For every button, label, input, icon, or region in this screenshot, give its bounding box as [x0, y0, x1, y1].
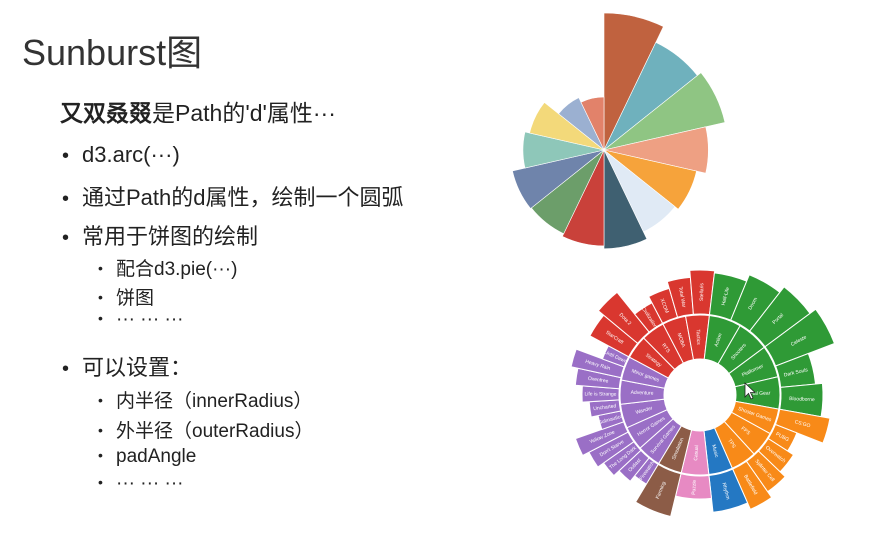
- bullet-dot-icon: •: [98, 447, 103, 463]
- bullet-dot-icon: •: [98, 474, 103, 490]
- slide-subtitle: 又双叒叕是Path的'd'属性···: [60, 94, 336, 128]
- subbullet-pad-angle: • padAngle: [98, 446, 197, 467]
- sunburst-outer-label: Doom: [747, 297, 759, 312]
- sunburst-outer-label: Uncharted: [593, 403, 617, 412]
- sunburst-outer-label: Dark Souls: [783, 367, 809, 379]
- sunburst-outer-label: PUBG: [775, 431, 790, 443]
- sunburst-inner-segment: [658, 425, 693, 474]
- sunburst-inner-label: Wander: [635, 405, 654, 415]
- sunburst-outer-segment: [634, 463, 682, 518]
- sunburst-center-hole: [665, 360, 735, 430]
- rose-slice: [529, 102, 605, 151]
- bullet-dot-icon: •: [62, 145, 70, 167]
- bullet-dot-icon: •: [98, 422, 103, 438]
- sunburst-inner-label: Tactics: [695, 329, 701, 345]
- subtitle-rest: 是Path的'd'属性···: [152, 100, 336, 126]
- sunburst-inner-label: FPS: [740, 426, 752, 437]
- bullet-dot-icon: •: [98, 260, 103, 276]
- rose-slice: [561, 149, 605, 247]
- sunburst-outer-label: Oxenfree: [587, 376, 608, 385]
- sunburst-outer-label: Puzzle: [691, 479, 698, 495]
- rose-slice: [603, 149, 697, 210]
- sunburst-inner-label: Action: [714, 332, 724, 347]
- subbullet-inner-radius: • 内半径（innerRadius）: [98, 391, 313, 412]
- bullet-dot-icon: •: [98, 392, 103, 408]
- sunburst-outer-label: CS:GO: [794, 419, 811, 429]
- sunburst-outer-label: Total War: [677, 286, 687, 308]
- rose-slice: [603, 12, 664, 151]
- subbullet-ellipsis: • ··· ··· ···: [98, 309, 184, 330]
- rose-chart: [512, 12, 726, 250]
- bullet-settings: • 可以设置：: [62, 355, 193, 380]
- sunburst-inner-label: Casual: [693, 445, 700, 461]
- sunburst-outer-label: XCOM: [658, 298, 669, 314]
- sunburst-inner-label: RTS: [660, 343, 671, 355]
- bullet-dot-icon: •: [98, 310, 103, 326]
- subtitle-bold: 又双叒叕: [60, 100, 152, 126]
- sunburst-inner-label: Adventure: [631, 390, 654, 397]
- sunburst-outer-label: Life is Strange: [584, 391, 616, 397]
- subbullet-outer-radius: • 外半径（outerRadius）: [98, 421, 314, 442]
- rose-slice: [580, 96, 605, 151]
- bullet-dot-icon: •: [98, 289, 103, 305]
- sunburst-inner-label: MOBA: [676, 332, 687, 349]
- bullet-dot-icon: •: [62, 227, 70, 249]
- subbullet-d3-pie: • 配合d3.pie(···): [98, 259, 238, 280]
- rose-slice: [603, 126, 709, 174]
- rose-slice: [512, 149, 605, 209]
- rose-slice: [603, 72, 726, 151]
- sunburst-outer-label: Stellaris: [699, 283, 705, 301]
- bullet-dot-icon: •: [62, 188, 70, 210]
- sunburst-outer-label: Half-Life: [721, 286, 732, 306]
- mouse-cursor-icon: [744, 382, 757, 400]
- sunburst-inner-label: TPS: [726, 438, 737, 450]
- sunburst-inner-label: Music: [710, 444, 719, 459]
- sunburst-inner-label: Metal Gear: [746, 390, 771, 397]
- rose-slice: [603, 149, 648, 250]
- subbullet-pie: • 饼图: [98, 288, 155, 309]
- bullet-d3-arc: • d3.arc(···): [62, 142, 180, 167]
- rose-slice: [558, 97, 605, 151]
- bullet-path-d: • 通过Path的d属性，绘制一个圆弧: [62, 185, 404, 210]
- sunburst-outer-label: Bloodborne: [789, 396, 815, 403]
- slide-title: Sunburst图: [22, 32, 203, 73]
- bullet-dot-icon: •: [62, 358, 70, 380]
- bullet-pie-usage: • 常用于饼图的绘制: [62, 224, 259, 249]
- sunburst-outer-label: Rhythm: [720, 482, 730, 500]
- subbullet-ellipsis-2: • ··· ··· ···: [98, 473, 184, 494]
- rose-slice: [522, 131, 605, 169]
